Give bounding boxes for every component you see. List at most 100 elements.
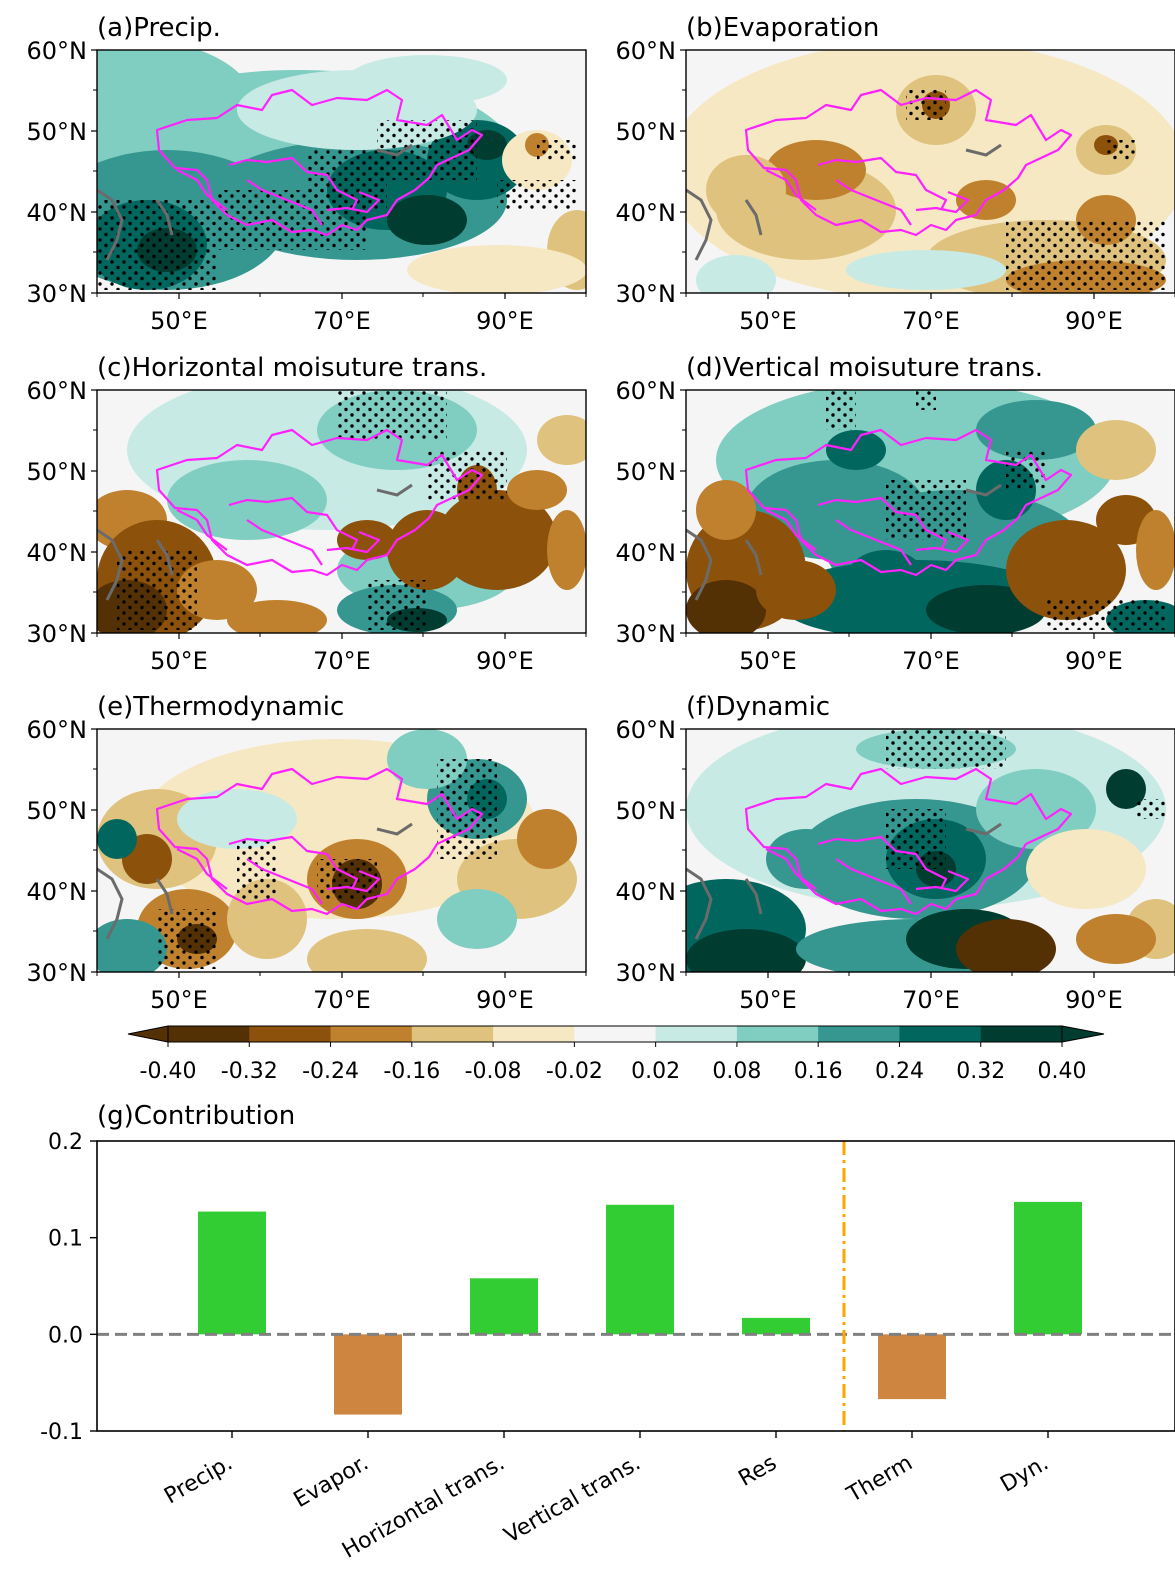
field-layer: [686, 50, 1175, 293]
lat-tick-label: 50°N: [616, 118, 677, 146]
contour-region: [437, 889, 517, 949]
lat-tick-label: 40°N: [616, 199, 677, 227]
contour-region: [846, 250, 1006, 290]
lat-tick-label: 40°N: [27, 199, 88, 227]
significance-stippling: [826, 390, 856, 430]
contour-region: [517, 809, 577, 869]
coastline: [97, 143, 413, 261]
coastline: [686, 143, 1002, 261]
contour-region: [407, 245, 586, 293]
contour-region: [547, 510, 586, 590]
y-tick-label: 0.0: [48, 1323, 83, 1348]
significance-stippling: [157, 909, 217, 969]
contour-region: [826, 430, 886, 470]
colorbar-segment: [736, 1026, 819, 1042]
contour-region: [846, 550, 926, 610]
colorbar-segment: [249, 1026, 332, 1042]
lat-tick-label: 30°N: [616, 280, 677, 308]
colorbar-tick-label: -0.02: [546, 1059, 603, 1084]
contour-region: [97, 819, 137, 859]
panel-title: (c)Horizontal moisuture trans.: [97, 353, 487, 383]
significance-stippling: [537, 140, 577, 160]
colorbar-tick-label: -0.08: [465, 1059, 522, 1084]
significance-stippling: [906, 90, 946, 120]
colorbar-segment: [330, 1026, 413, 1042]
colorbar-tick-label: -0.40: [140, 1059, 197, 1084]
colorbar-tick-label: 0.24: [875, 1059, 924, 1084]
bar-series: [97, 1141, 1175, 1431]
map-panel-evaporation: (b)Evaporation 60°N 50°N 40°N 30°N 50°E 70°E 90…: [616, 13, 1175, 335]
lon-tick-label: 90°E: [1065, 647, 1123, 675]
lat-tick-label: 50°N: [616, 797, 677, 825]
lon-tick-label: 90°E: [476, 307, 534, 335]
contour-region: [706, 155, 786, 225]
significance-stippling: [1046, 600, 1166, 630]
contribution-bar-chart: (g)Contribution 0.2 0.1 0.0 -0.1 Precip. Eva…: [40, 1101, 1175, 1564]
colorbar-segment: [818, 1026, 900, 1042]
lon-tick-label: 90°E: [1065, 307, 1123, 335]
coastline: [97, 483, 413, 601]
significance-stippling: [886, 729, 1006, 769]
contour-region: [227, 600, 327, 633]
lat-tick-label: 30°N: [27, 959, 88, 987]
contour-region: [307, 929, 427, 972]
y-tick-label: 0.2: [48, 1130, 83, 1155]
significance-stippling: [1006, 220, 1166, 290]
region-boundary: [744, 767, 1073, 916]
lon-tick-label: 90°E: [476, 986, 534, 1014]
lat-tick-label: 60°N: [616, 716, 677, 744]
chart-title: (g)Contribution: [97, 1101, 295, 1131]
lat-tick-label: 50°N: [27, 118, 88, 146]
bar-therm: [878, 1334, 946, 1400]
contour-region: [1006, 520, 1126, 620]
field-layer: [686, 729, 1175, 972]
region-boundary: [744, 88, 1073, 237]
significance-stippling: [237, 839, 277, 899]
region-boundary: [155, 428, 484, 577]
bar-horizontal-trans: [470, 1278, 538, 1335]
lat-tick-label: 50°N: [27, 797, 88, 825]
significance-stippling: [97, 200, 217, 290]
lat-tick-label: 40°N: [616, 878, 677, 906]
lon-tick-label: 50°E: [150, 986, 208, 1014]
lon-tick-label: 90°E: [1065, 986, 1123, 1014]
region-boundary: [155, 767, 484, 916]
colorbar-tick-label: 0.08: [712, 1059, 761, 1084]
colorbar-segment: [655, 1026, 738, 1042]
significance-stippling: [367, 580, 427, 630]
map-panel-horizontal-transport: (c)Horizontal moisuture trans. 60°N 50°N 40…: [27, 353, 587, 675]
lat-tick-label: 40°N: [27, 878, 88, 906]
contour-region: [1076, 420, 1156, 480]
significance-stippling: [1106, 140, 1136, 160]
colorbar-tick-label: -0.16: [383, 1059, 440, 1084]
coastline: [686, 822, 1002, 940]
region-boundary: [744, 428, 1073, 577]
significance-stippling: [886, 809, 946, 869]
lon-tick-label: 70°E: [902, 647, 960, 675]
contour-region: [766, 829, 846, 889]
lon-tick-label: 50°E: [739, 307, 797, 335]
colorbar-tick-label: 0.40: [1038, 1059, 1087, 1084]
colorbar: -0.40 -0.32 -0.24 -0.16 -0.08 -0.02 0.02 0.08 0.…: [127, 1025, 1105, 1084]
lon-tick-label: 50°E: [150, 307, 208, 335]
colorbar-tick-label: 0.02: [631, 1059, 680, 1084]
x-tick-label: Precip.: [160, 1451, 237, 1510]
contour-region: [347, 55, 507, 105]
contour-region: [437, 490, 557, 590]
x-tick-label: Vertical trans.: [500, 1451, 645, 1549]
lon-tick-label: 50°E: [739, 986, 797, 1014]
map-panel-dynamic: (f)Dynamic 60°N 50°N 40°N 30°N 50°E 70°E 90°E: [616, 692, 1175, 1014]
contour-region: [387, 195, 467, 245]
lat-tick-label: 50°N: [27, 458, 88, 486]
contour-region: [976, 400, 1096, 460]
map-panel-thermodynamic: (e)Thermodynamic 60°N 50°N 40°N 30°N 50°E 70°E…: [27, 692, 587, 1014]
contour-region: [756, 560, 836, 620]
colorbar-segment: [574, 1026, 657, 1042]
contour-region: [696, 480, 756, 540]
colorbar-tick-label: 0.16: [794, 1059, 843, 1084]
colorbar-segment: [411, 1026, 494, 1042]
significance-stippling: [307, 150, 387, 210]
panel-title: (a)Precip.: [97, 13, 221, 43]
lon-tick-label: 70°E: [902, 986, 960, 1014]
field-layer: [97, 390, 586, 633]
